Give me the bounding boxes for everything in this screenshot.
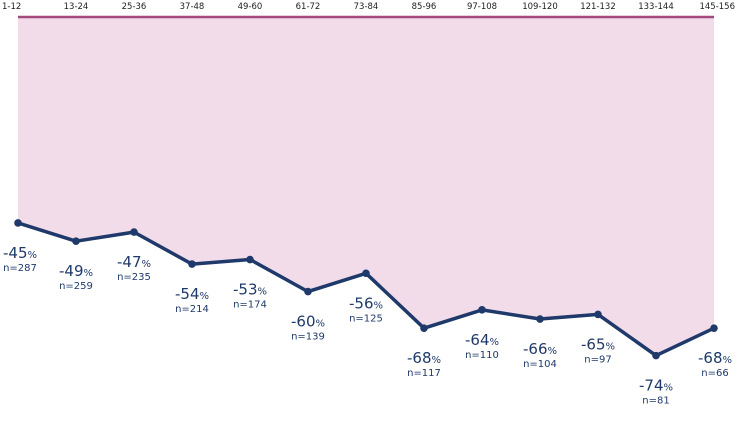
data-point <box>536 315 544 323</box>
data-point <box>246 255 254 264</box>
value-label: -65% <box>581 335 615 353</box>
sample-size-label: n=104 <box>523 359 557 370</box>
data-point <box>362 269 370 278</box>
data-point <box>130 228 138 236</box>
value-label: -60% <box>291 313 325 331</box>
value-label: -74% <box>639 377 673 395</box>
x-tick-label: 133-144 <box>638 2 674 12</box>
data-point <box>420 324 428 332</box>
value-label: -68% <box>407 349 441 367</box>
sample-size-label: n=235 <box>117 272 151 283</box>
value-label: -66% <box>523 340 557 358</box>
x-tick-label: 73-84 <box>354 2 379 12</box>
value-label: -47% <box>117 253 151 271</box>
data-labels: -45%n=287 -49%n=259 -47%n=235 -54%n=214 -53%… <box>3 244 732 407</box>
data-point <box>652 351 660 360</box>
x-tick-label: 25-36 <box>122 2 147 12</box>
data-point <box>478 306 486 314</box>
value-label: -56% <box>349 294 383 312</box>
sample-size-label: n=174 <box>233 300 267 311</box>
value-label: -68% <box>698 349 732 367</box>
x-tick-label: 61-72 <box>296 2 321 12</box>
x-tick-label: 121-132 <box>580 2 616 12</box>
x-tick-label: 49-60 <box>238 2 263 12</box>
sample-size-label: n=287 <box>3 263 37 274</box>
sample-size-label: n=139 <box>291 332 325 343</box>
x-tick-label: 1-12 <box>2 2 21 12</box>
sample-size-label: n=259 <box>59 281 93 292</box>
x-axis-ticks: 1-12 13-24 25-36 37-48 49-60 61-72 73-84 85-96 9… <box>2 2 735 12</box>
data-point <box>594 310 602 319</box>
x-tick-label: 13-24 <box>64 2 89 12</box>
data-point <box>304 287 312 296</box>
sample-size-label: n=81 <box>642 396 669 407</box>
sample-size-label: n=97 <box>584 354 611 365</box>
sample-size-label: n=125 <box>349 313 383 324</box>
data-point <box>710 324 718 332</box>
sample-size-label: n=66 <box>701 368 728 379</box>
area-fill <box>18 17 714 356</box>
value-label: -53% <box>233 281 267 299</box>
data-point <box>14 219 22 227</box>
sample-size-label: n=214 <box>175 304 209 315</box>
x-tick-label: 97-108 <box>467 2 497 12</box>
sample-size-label: n=110 <box>465 350 499 361</box>
value-label: -45% <box>3 244 37 262</box>
x-tick-label: 85-96 <box>412 2 437 12</box>
value-label: -64% <box>465 331 499 349</box>
x-tick-label: 37-48 <box>180 2 205 12</box>
x-tick-label: 109-120 <box>522 2 558 12</box>
data-point <box>188 260 196 268</box>
data-point <box>72 237 80 246</box>
sample-size-label: n=117 <box>407 368 441 379</box>
value-label: -54% <box>175 285 209 303</box>
data-points <box>14 219 718 360</box>
value-label: -49% <box>59 262 93 280</box>
x-tick-label: 145-156 <box>699 2 735 12</box>
